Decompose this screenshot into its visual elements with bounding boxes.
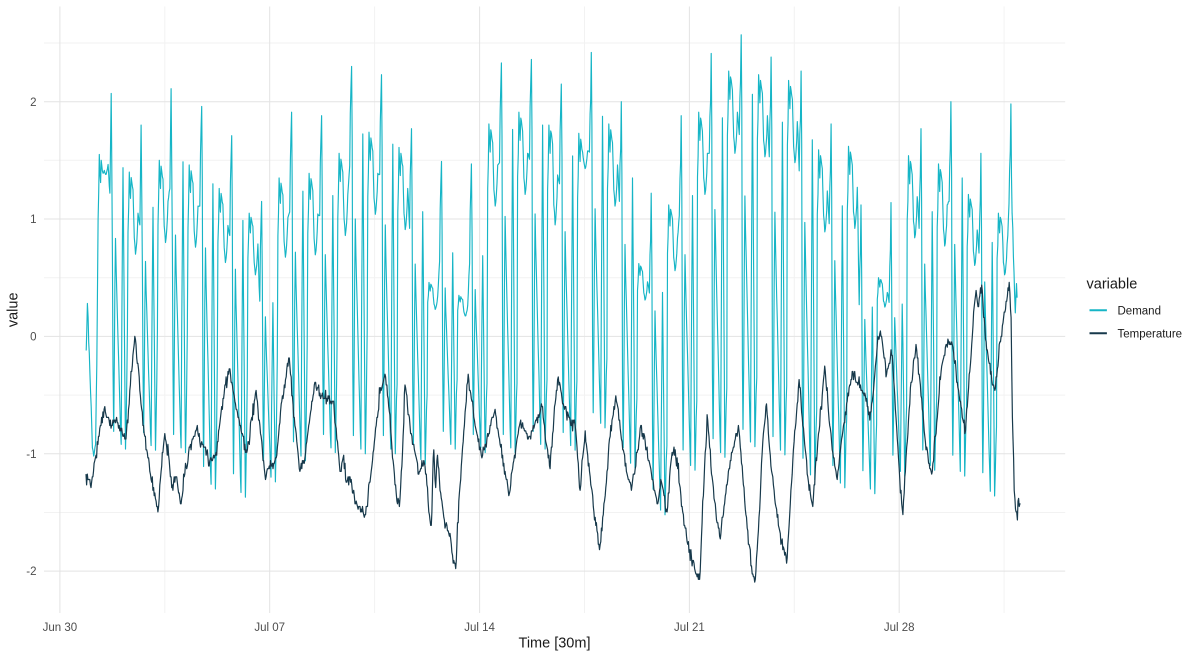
svg-text:Jul 14: Jul 14 bbox=[464, 622, 495, 634]
svg-text:0: 0 bbox=[30, 332, 36, 344]
svg-text:Jul 28: Jul 28 bbox=[884, 622, 915, 634]
svg-text:variable: variable bbox=[1087, 277, 1138, 293]
svg-text:Temperature: Temperature bbox=[1118, 328, 1183, 340]
svg-text:2: 2 bbox=[30, 97, 36, 109]
svg-text:1: 1 bbox=[30, 214, 36, 226]
svg-text:value: value bbox=[6, 292, 22, 327]
svg-text:-1: -1 bbox=[26, 449, 36, 461]
svg-text:Demand: Demand bbox=[1118, 305, 1161, 317]
svg-text:Jul 21: Jul 21 bbox=[674, 622, 705, 634]
svg-text:Jul 07: Jul 07 bbox=[254, 622, 285, 634]
svg-text:-2: -2 bbox=[26, 566, 36, 578]
svg-text:Jun 30: Jun 30 bbox=[43, 622, 78, 634]
svg-text:Time [30m]: Time [30m] bbox=[519, 636, 591, 652]
